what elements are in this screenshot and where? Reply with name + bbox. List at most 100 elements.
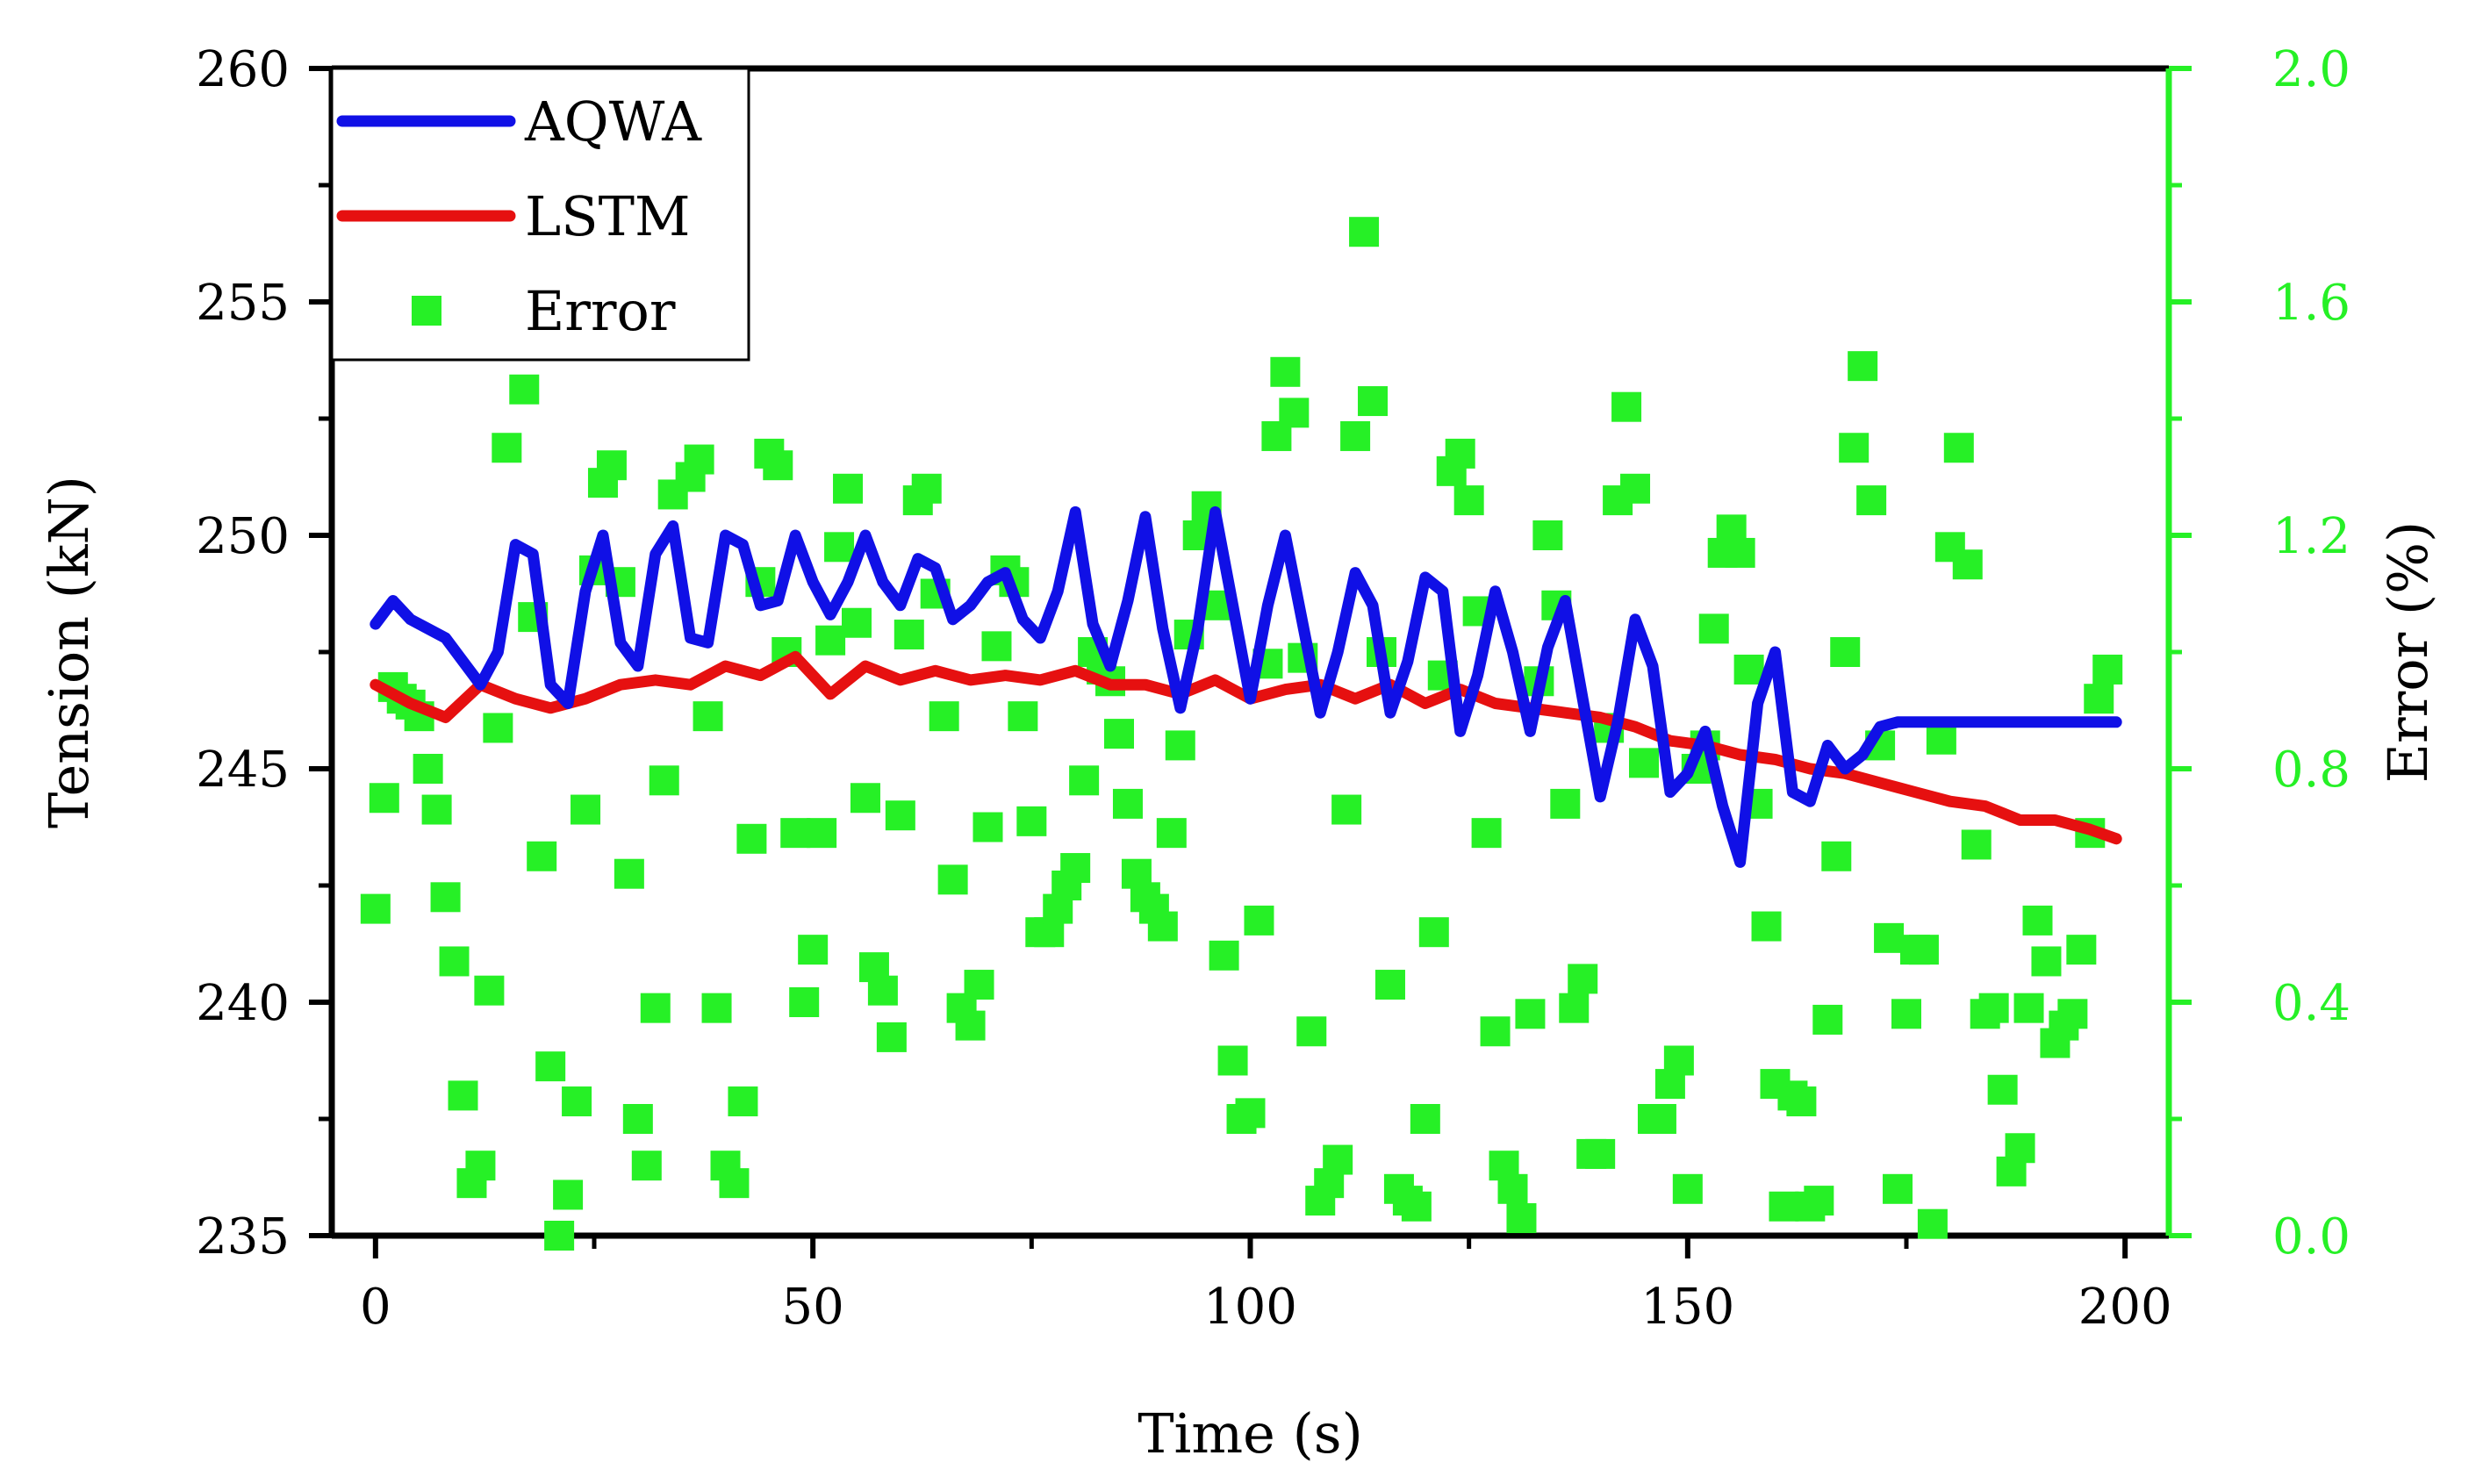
error-point: [1987, 1074, 2018, 1105]
error-point: [885, 800, 915, 831]
error-point: [1821, 841, 1852, 871]
error-point: [1672, 1173, 1703, 1204]
error-point: [1646, 1104, 1676, 1134]
error-point: [972, 812, 1003, 842]
error-point: [1532, 520, 1563, 550]
error-point: [1812, 1004, 1843, 1035]
error-point: [1952, 549, 1983, 580]
error-point: [1804, 1186, 1834, 1216]
error-point: [1480, 1016, 1511, 1047]
error-point: [1917, 1208, 1948, 1239]
error-point: [571, 794, 601, 825]
error-point: [1244, 905, 1274, 936]
y2-tick-label: 0.0: [2272, 1208, 2350, 1265]
error-point: [492, 433, 522, 463]
error-point: [807, 818, 837, 849]
error-point: [1471, 818, 1502, 849]
error-point: [421, 794, 452, 825]
y-axis-title: Tension (kN): [37, 476, 101, 828]
error-point: [850, 783, 880, 814]
legend-swatch-error: [412, 296, 441, 326]
error-point: [439, 946, 470, 977]
error-point: [789, 987, 820, 1017]
error-point: [1358, 386, 1389, 417]
error-point: [448, 1080, 478, 1111]
error-point: [1874, 922, 1905, 953]
error-point: [1008, 701, 1038, 732]
error-point: [1165, 730, 1195, 761]
error-point: [867, 975, 898, 1006]
error-point: [780, 818, 811, 849]
error-point: [1663, 1045, 1694, 1076]
error-point: [1943, 433, 1974, 463]
error-point: [1891, 999, 1921, 1029]
error-point: [1839, 433, 1870, 463]
y-tick-label: 235: [196, 1208, 290, 1265]
error-point: [833, 473, 864, 504]
error-point: [1515, 999, 1546, 1029]
error-point: [1506, 1203, 1537, 1234]
error-point: [1786, 1086, 1817, 1117]
error-point: [649, 765, 679, 796]
error-point: [1104, 719, 1134, 749]
error-point: [1156, 818, 1187, 849]
y2-tick-label: 0.4: [2272, 975, 2350, 1032]
error-point: [2031, 946, 2062, 977]
error-point: [640, 993, 671, 1023]
error-point: [1418, 917, 1449, 948]
y2-tick-label: 1.2: [2272, 508, 2350, 565]
error-point: [1209, 940, 1239, 971]
error-point: [562, 1086, 592, 1117]
y2-tick-label: 2.0: [2272, 41, 2350, 98]
error-point: [964, 970, 994, 1000]
error-point: [1585, 1138, 1616, 1169]
error-point: [622, 1104, 653, 1134]
error-point: [631, 1151, 662, 1181]
error-point: [684, 444, 714, 475]
error-point: [815, 625, 846, 656]
error-point: [474, 975, 505, 1006]
error-point: [527, 841, 557, 871]
error-point: [1856, 485, 1887, 516]
error-point: [1908, 935, 1939, 965]
series-layer: [360, 217, 2123, 1251]
error-point: [911, 473, 942, 504]
error-point: [1217, 1045, 1248, 1076]
error-point: [1725, 537, 1755, 568]
error-point: [2013, 993, 2044, 1023]
error-point: [1629, 748, 1659, 778]
error-point: [1147, 911, 1178, 942]
error-point: [1961, 829, 1992, 860]
error-point: [701, 993, 732, 1023]
x-tick-label: 200: [2078, 1279, 2172, 1336]
error-point: [1279, 398, 1310, 428]
y-tick-label: 260: [196, 41, 290, 98]
error-point: [2066, 935, 2097, 965]
error-point: [413, 754, 443, 784]
x-axis-title: Time (s): [1138, 1402, 1363, 1466]
error-point: [929, 701, 959, 732]
error-point: [1016, 806, 1047, 836]
error-point: [553, 1179, 584, 1210]
error-point: [465, 1151, 496, 1181]
error-point: [2022, 905, 2053, 936]
error-point: [2092, 654, 2123, 685]
error-point: [369, 783, 399, 814]
error-point: [736, 823, 767, 854]
y2-tick-label: 1.6: [2272, 275, 2350, 332]
y-tick-label: 240: [196, 975, 290, 1032]
error-point: [2057, 999, 2088, 1029]
error-point: [1698, 613, 1729, 644]
error-point: [1620, 473, 1651, 504]
error-point: [509, 374, 540, 405]
legend-label: AQWA: [524, 90, 702, 154]
error-point: [1401, 1191, 1432, 1222]
error-point: [535, 1051, 566, 1082]
error-point: [1374, 970, 1405, 1000]
error-point: [842, 607, 872, 638]
error-point: [1769, 1191, 1799, 1222]
error-point: [693, 701, 723, 732]
error-point: [798, 935, 829, 965]
error-point: [1830, 637, 1861, 667]
